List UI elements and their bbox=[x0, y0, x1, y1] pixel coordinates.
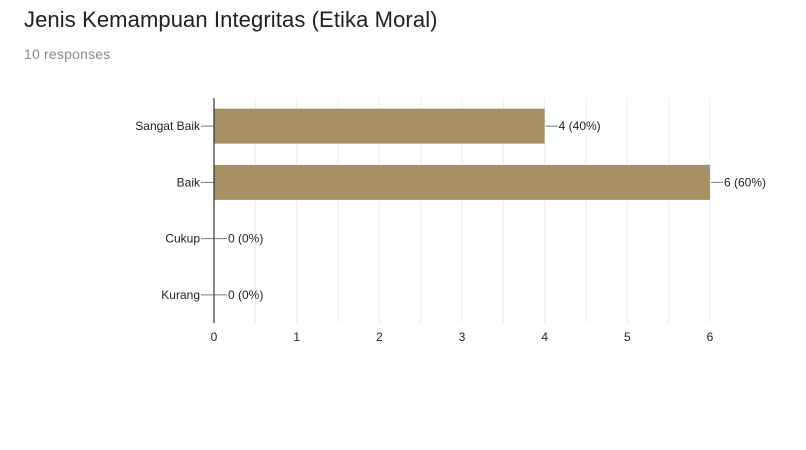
x-tick-label: 3 bbox=[459, 330, 466, 344]
bar bbox=[214, 108, 545, 144]
category-label: Baik bbox=[177, 175, 201, 189]
category-label: Kurang bbox=[161, 288, 200, 302]
x-tick-label: 5 bbox=[624, 330, 631, 344]
x-tick-label: 0 bbox=[211, 330, 218, 344]
response-count: 10 responses bbox=[24, 46, 111, 62]
data-label: 6 (60%) bbox=[724, 175, 766, 189]
bar bbox=[214, 164, 710, 200]
x-tick-label: 1 bbox=[293, 330, 300, 344]
data-label: 0 (0%) bbox=[228, 288, 263, 302]
chart-title: Jenis Kemampuan Integritas (Etika Moral) bbox=[24, 7, 438, 32]
x-tick-label: 4 bbox=[541, 330, 548, 344]
x-tick-label: 6 bbox=[707, 330, 714, 344]
x-tick-label: 2 bbox=[376, 330, 383, 344]
data-label: 0 (0%) bbox=[228, 232, 263, 246]
data-label: 4 (40%) bbox=[559, 119, 601, 133]
category-label: Cukup bbox=[165, 232, 200, 246]
category-label: Sangat Baik bbox=[135, 119, 201, 133]
